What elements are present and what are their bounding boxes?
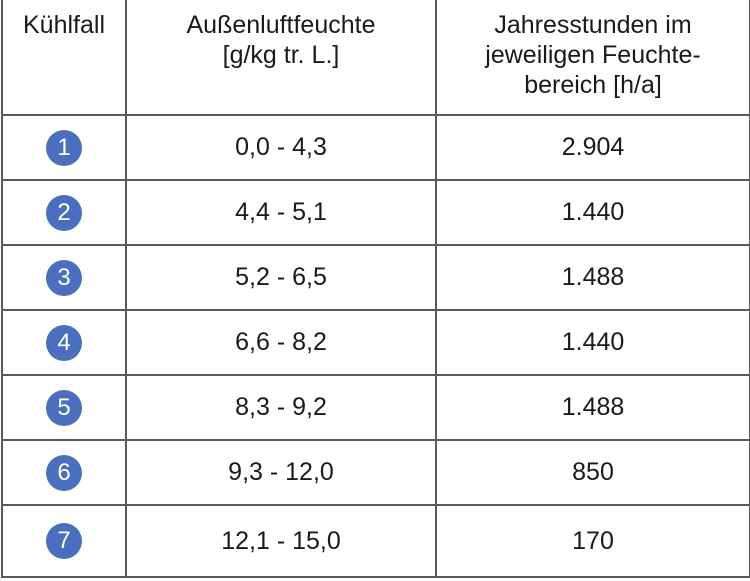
case-number-badge: 2	[46, 194, 82, 231]
header-text: jeweiligen Feuchte-	[485, 41, 701, 69]
humidity-range-cell: 6,6 - 8,2	[125, 309, 437, 376]
annual-hours-cell: 2.904	[435, 114, 750, 181]
header-cooling-case: Kühlfall	[1, 0, 127, 116]
header-text: bereich [h/a]	[524, 71, 662, 99]
humidity-range-cell: 5,2 - 6,5	[125, 244, 437, 311]
case-number-badge: 5	[46, 389, 82, 426]
table-row: 6 9,3 - 12,0 850	[1, 439, 750, 506]
case-number-badge: 6	[46, 454, 82, 491]
case-number-badge: 4	[46, 324, 82, 361]
header-text: Kühlfall	[23, 11, 105, 39]
cooling-case-cell: 2	[1, 179, 127, 246]
table-row: 1 0,0 - 4,3 2.904	[1, 114, 750, 181]
case-number-badge: 1	[46, 129, 82, 166]
header-outdoor-humidity: Außenluftfeuchte [g/kg tr. L.]	[125, 0, 437, 116]
cooling-case-cell: 1	[1, 114, 127, 181]
header-text: Jahresstunden im	[494, 11, 692, 39]
header-annual-hours: Jahresstunden im jeweiligen Feuchte-berei…	[435, 0, 750, 116]
annual-hours-cell: 850	[435, 439, 750, 506]
case-number-badge: 3	[46, 259, 82, 296]
case-number-badge: 7	[46, 523, 82, 559]
annual-hours-cell: 170	[435, 504, 750, 578]
table-row: 4 6,6 - 8,2 1.440	[1, 309, 750, 376]
cooling-case-cell: 4	[1, 309, 127, 376]
table-row: 2 4,4 - 5,1 1.440	[1, 179, 750, 246]
cooling-case-cell: 7	[1, 504, 127, 578]
header-text: Außenluftfeuchte	[186, 11, 376, 39]
header-row: Kühlfall Außenluftfeuchte [g/kg tr. L.] J…	[1, 0, 750, 116]
humidity-range-cell: 12,1 - 15,0	[125, 504, 437, 578]
humidity-range-cell: 8,3 - 9,2	[125, 374, 437, 441]
humidity-range-cell: 4,4 - 5,1	[125, 179, 437, 246]
annual-hours-cell: 1.440	[435, 179, 750, 246]
humidity-range-cell: 0,0 - 4,3	[125, 114, 437, 181]
annual-hours-cell: 1.488	[435, 374, 750, 441]
cooling-case-cell: 5	[1, 374, 127, 441]
annual-hours-cell: 1.440	[435, 309, 750, 376]
humidity-range-cell: 9,3 - 12,0	[125, 439, 437, 506]
header-text: [g/kg tr. L.]	[222, 41, 340, 69]
table-row: 7 12,1 - 15,0 170	[1, 504, 750, 578]
cooling-case-cell: 3	[1, 244, 127, 311]
annual-hours-cell: 1.488	[435, 244, 750, 311]
table-row: 3 5,2 - 6,5 1.488	[1, 244, 750, 311]
cooling-case-cell: 6	[1, 439, 127, 506]
table-row: 5 8,3 - 9,2 1.488	[1, 374, 750, 441]
